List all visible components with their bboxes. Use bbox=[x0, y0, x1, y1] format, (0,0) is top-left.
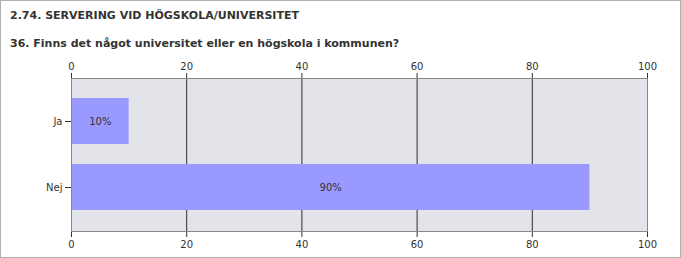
svg-text:80: 80 bbox=[526, 61, 539, 72]
svg-text:0: 0 bbox=[68, 239, 74, 250]
html-text:36. Finns det något universite: 36. Finns det något universitet eller en… bbox=[10, 37, 400, 50]
svg-text:100: 100 bbox=[638, 61, 657, 72]
svg-text:40: 40 bbox=[296, 239, 309, 250]
svg-text:10%: 10% bbox=[89, 116, 111, 127]
html-text:2.74. SERVERING VID HÖGSKOLA/U: 2.74. SERVERING VID HÖGSKOLA/UNIVERSITET bbox=[10, 9, 299, 22]
svg-text:Ja: Ja bbox=[52, 116, 62, 127]
svg-text:90%: 90% bbox=[320, 182, 342, 193]
svg-text:80: 80 bbox=[526, 239, 539, 250]
svg-text:60: 60 bbox=[411, 239, 424, 250]
svg-text:60: 60 bbox=[411, 61, 424, 72]
svg-text:Nej: Nej bbox=[46, 182, 62, 193]
svg-text:0: 0 bbox=[68, 61, 74, 72]
svg-text:20: 20 bbox=[180, 239, 193, 250]
svg-text:100: 100 bbox=[638, 239, 657, 250]
svg-text:40: 40 bbox=[296, 61, 309, 72]
svg-text:20: 20 bbox=[180, 61, 193, 72]
